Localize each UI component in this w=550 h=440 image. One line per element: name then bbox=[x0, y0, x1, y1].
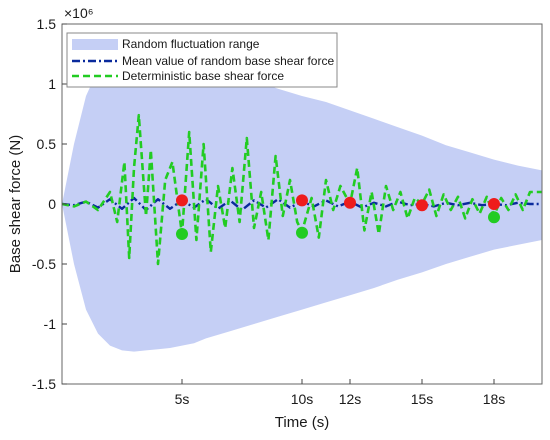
y-tick-label: -1 bbox=[44, 316, 57, 332]
y-tick-label: 1.5 bbox=[37, 16, 57, 32]
y-tick-label: -1.5 bbox=[32, 376, 56, 392]
x-tick-label: 10s bbox=[291, 391, 314, 407]
y-tick-label: 0.5 bbox=[37, 136, 57, 152]
y-exponent-label: ×10⁶ bbox=[64, 5, 94, 21]
green-marker bbox=[488, 211, 500, 224]
legend: Random fluctuation range Mean value of r… bbox=[66, 32, 338, 88]
x-tick-label: 15s bbox=[411, 391, 434, 407]
red-marker bbox=[344, 196, 356, 209]
red-marker bbox=[416, 199, 428, 212]
x-tick-label: 12s bbox=[339, 391, 362, 407]
y-tick-label: 1 bbox=[48, 76, 56, 92]
y-axis-label: Base shear force (N) bbox=[7, 135, 24, 273]
legend-label-mean: Mean value of random base shear force bbox=[122, 54, 334, 68]
x-tick-label: 18s bbox=[483, 391, 506, 407]
red-marker bbox=[176, 194, 188, 207]
x-tick-label: 5s bbox=[175, 391, 190, 407]
green-marker bbox=[296, 226, 308, 239]
y-tick-label: 0 bbox=[48, 196, 56, 212]
green-marker bbox=[176, 228, 188, 240]
legend-label-band: Random fluctuation range bbox=[122, 37, 260, 51]
legend-swatch-band bbox=[72, 39, 118, 50]
legend-label-deterministic: Deterministic base shear force bbox=[122, 69, 284, 83]
y-tick-label: -0.5 bbox=[32, 256, 56, 272]
red-marker bbox=[296, 194, 308, 207]
x-axis-label: Time (s) bbox=[275, 414, 329, 431]
red-marker bbox=[488, 198, 500, 210]
